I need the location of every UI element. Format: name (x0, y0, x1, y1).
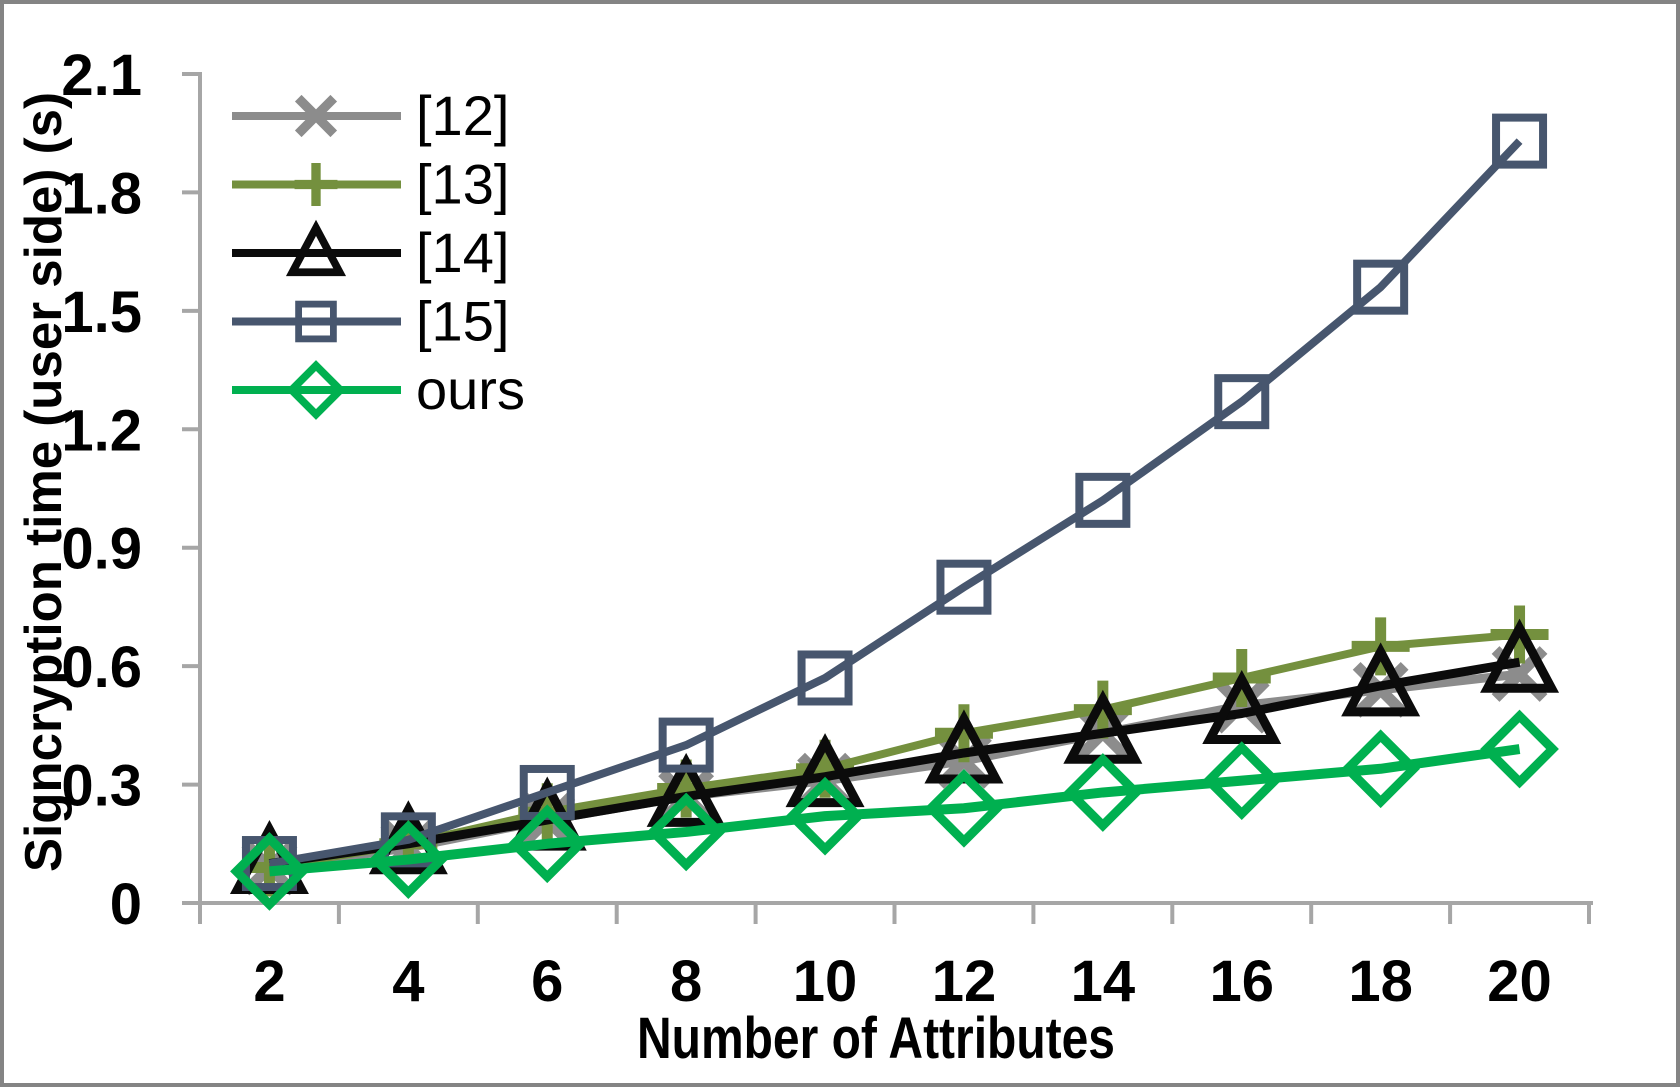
marker-square-[15] (1075, 472, 1131, 528)
marker-diamond-ours (924, 768, 1004, 848)
marker-triangle-[14] (646, 752, 726, 827)
x-tick-label: 6 (531, 949, 563, 1014)
chart-canvas: 0 0.3 0.6 0.9 1.2 1.5 1.8 2.1 2 4 6 8 10 12 14 16 18 20 [… (15, 43, 1593, 1071)
x-tick-label: 16 (1209, 949, 1274, 1014)
axes: 0 0.3 0.6 0.9 1.2 1.5 1.8 2.1 2 4 6 8 10 12 14 16 18 20 (61, 43, 1593, 1014)
legend-item-[13]: [13] (232, 153, 509, 216)
series-ours (230, 709, 1559, 911)
x-tick-label: 18 (1348, 949, 1413, 1014)
y-tick-label: 0.9 (61, 517, 142, 582)
x-tick-label: 4 (392, 949, 424, 1014)
series-line-[14] (268, 657, 1521, 868)
series-line-ours (269, 744, 1521, 877)
legend-marker-square-[15] (295, 300, 337, 343)
legend-label-[12]: [12] (416, 84, 509, 147)
x-axis-title: Number of Attributes (637, 1006, 1115, 1071)
marker-diamond-ours (785, 776, 865, 856)
marker-triangle-[14] (1480, 618, 1560, 693)
legend-marker-x-[12] (294, 94, 338, 138)
series-line-[15] (268, 138, 1523, 868)
marker-diamond-ours (507, 804, 587, 884)
x-tick-label: 2 (253, 949, 285, 1014)
y-tick-label: 2.1 (61, 43, 142, 108)
x-tick-label: 10 (793, 949, 858, 1014)
marker-triangle-[14] (785, 733, 865, 808)
y-tick-label: 1.8 (61, 161, 142, 226)
legend-item-[14]: [14] (232, 219, 509, 284)
y-axis-title: Signcryption time (user side) (s) (15, 92, 73, 872)
legend-item-ours: ours (232, 358, 525, 421)
legend-marker-diamond-ours (286, 360, 346, 420)
y-tick-label: 1.2 (61, 398, 142, 463)
y-tick-label: 0.6 (61, 635, 142, 700)
x-tick-label: 14 (1071, 949, 1136, 1014)
marker-diamond-ours (646, 792, 726, 872)
y-tick-label: 0 (110, 872, 142, 937)
legend-label-ours: ours (416, 358, 525, 421)
marker-square-[15] (1492, 113, 1548, 169)
marker-diamond-ours (1202, 741, 1282, 820)
marker-square-[15] (797, 650, 853, 706)
legend-item-[15]: [15] (232, 290, 509, 353)
x-tick-label: 12 (932, 949, 997, 1014)
legend: [12][13][14][15]ours (232, 84, 525, 421)
marker-square-[15] (1214, 374, 1270, 430)
x-tick-label: 8 (670, 949, 702, 1014)
marker-square-[15] (1353, 259, 1409, 315)
marker-diamond-ours (368, 820, 448, 899)
legend-label-[14]: [14] (416, 221, 509, 284)
marker-diamond-ours (230, 832, 309, 911)
marker-square-[15] (936, 559, 992, 615)
y-tick-label: 1.5 (61, 280, 142, 345)
legend-marker-triangle-[14] (285, 219, 347, 277)
marker-diamond-ours (1341, 729, 1421, 809)
x-tick-label: 20 (1487, 949, 1552, 1014)
marker-triangle-[14] (1341, 642, 1421, 717)
marker-diamond-ours (1480, 709, 1559, 789)
legend-marker-plus-[13] (294, 163, 338, 206)
y-tick-label: 0.3 (61, 754, 142, 819)
marker-triangle-[14] (1202, 669, 1282, 745)
marker-square-[15] (658, 717, 714, 773)
legend-label-[13]: [13] (416, 153, 509, 216)
legend-label-[15]: [15] (416, 290, 509, 353)
legend-item-[12]: [12] (232, 84, 509, 147)
marker-diamond-ours (1063, 753, 1143, 832)
series (229, 113, 1560, 911)
